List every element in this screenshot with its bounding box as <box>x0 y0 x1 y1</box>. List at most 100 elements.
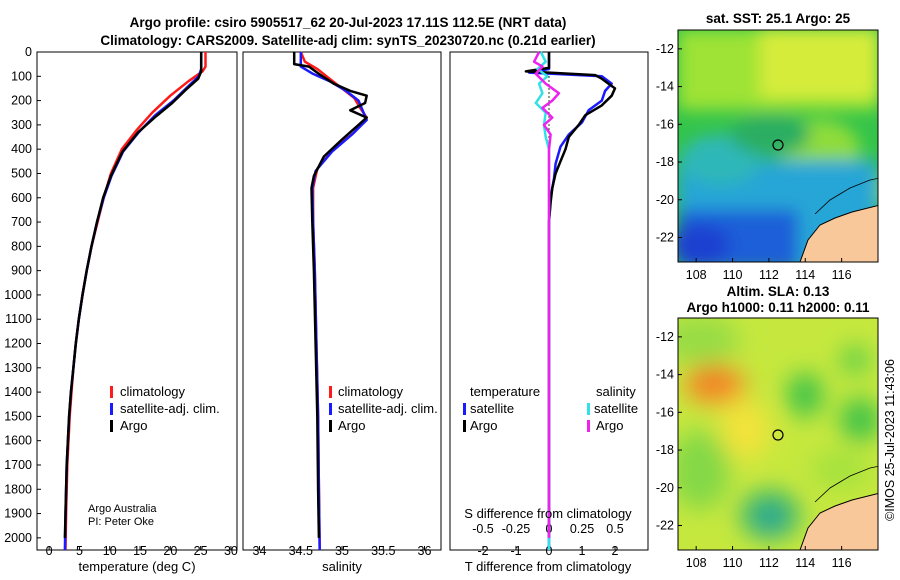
legend-swatch-s-satellite <box>587 403 590 415</box>
depth-tick-label: 1200 <box>4 337 32 351</box>
legend-label-climatology: climatology <box>338 384 404 399</box>
depth-tick-label: 1300 <box>4 361 32 375</box>
depth-tick-label: 1700 <box>4 458 32 472</box>
depth-tick-label: 1400 <box>4 385 32 399</box>
annotation-argo-australia: Argo Australia <box>88 503 157 515</box>
legend-swatch-t-argo <box>463 420 466 432</box>
legend-label-satellite: satellite-adj. clim. <box>338 401 438 416</box>
legend-label-t-argo: Argo <box>470 418 497 433</box>
sst-land-mass <box>800 205 878 262</box>
map-y-tick-label: -12 <box>656 330 674 344</box>
sst-map-axes: 108 110 112 114 116 -12 -14 -16 -18 -20 -22 <box>656 42 852 282</box>
depth-tick-label: 400 <box>11 142 32 156</box>
temperature-axes-frame <box>36 51 238 551</box>
depth-axis: 0 100 200 300 400 500 600 700 800 900 1000 1100 1200… <box>4 45 41 545</box>
difference-panel: -2 -1 0 1 2-0.5 -0.25 0 0.25 0.5 T difference fr… <box>449 51 649 574</box>
salinity-xlabel: salinity <box>322 559 362 574</box>
temperature-x-tick-label: 25 <box>194 544 208 558</box>
legend-label-argo: Argo <box>338 418 365 433</box>
difference-x-tick-label: 2 <box>612 544 619 558</box>
imos-credit: ©IMOS 25-Jul-2023 11:43:06 <box>883 359 897 521</box>
map-y-tick-label: -16 <box>656 405 674 419</box>
temperature-satellite-adj-clim--line <box>63 52 203 551</box>
temperature-panel: 0100200300400500600700800900100011001200… <box>4 45 238 574</box>
sla-map-frame <box>677 317 879 551</box>
map-x-tick-label: 114 <box>795 556 815 570</box>
salinity-x-tick-label: 35 <box>335 544 349 558</box>
temperature-climatology-line <box>64 52 207 551</box>
sst-map-title: sat. SST: 25.1 Argo: 25 <box>706 11 851 26</box>
temperature-xlabel: temperature (deg C) <box>78 559 195 574</box>
temperature-legend: climatology satellite-adj. clim. Argo <box>110 384 220 433</box>
difference-x-tick-label: 0 <box>546 544 553 558</box>
map-y-tick-label: -20 <box>656 481 674 495</box>
depth-tick-label: 1800 <box>4 482 32 496</box>
depth-tick-label: 600 <box>11 191 32 205</box>
difference-x-axis: -2 -1 0 1 2-0.5 -0.25 0 0.25 0.5 <box>472 522 624 558</box>
figure-title-line2: Climatology: CARS2009. Satellite-adj cli… <box>100 33 595 48</box>
map-x-tick-label: 108 <box>686 556 707 570</box>
temperature-x-tick-label: 15 <box>133 544 147 558</box>
depth-tick-label: 2000 <box>4 531 32 545</box>
s-difference-tick-label: -0.5 <box>472 522 494 536</box>
depth-tick-label: 1100 <box>5 312 32 326</box>
temperature-argo-line <box>63 52 203 538</box>
legend-label-s-argo: Argo <box>596 418 623 433</box>
salinity-x-tick-label: 34.5 <box>289 544 313 558</box>
annotation-pi: PI: Peter Oke <box>88 516 154 528</box>
temperature-x-tick-label: 20 <box>163 544 177 558</box>
legend-swatch-satellite <box>329 403 332 415</box>
depth-tick-label: 0 <box>25 45 32 59</box>
depth-tick-label: 500 <box>11 166 32 180</box>
legend-swatch-argo <box>329 420 332 432</box>
sla-map-axes: 108 110 112 114 116 -12 -14 -16 -18 -20 -22 <box>656 330 852 570</box>
legend-label-t-satellite: satellite <box>470 401 514 416</box>
figure-title-line1: Argo profile: csiro 5905517_62 20-Jul-20… <box>130 15 567 30</box>
sla-map-title-line2: Argo h1000: 0.11 h2000: 0.11 <box>686 300 870 315</box>
map-y-tick-label: -20 <box>656 193 674 207</box>
depth-tick-label: 1600 <box>4 434 32 448</box>
legend-label-s-satellite: satellite <box>594 401 638 416</box>
legend-label-argo: Argo <box>120 418 147 433</box>
sla-map-title-line1: Altim. SLA: 0.13 <box>727 284 830 299</box>
salinity-panel: 34 34.5 35 35.5 36 salinity climatology sate… <box>242 51 442 574</box>
map-y-tick-label: -12 <box>656 42 674 56</box>
depth-tick-label: 800 <box>11 239 32 253</box>
temperature-x-tick-label: 10 <box>103 544 117 558</box>
difference-x-tick-label: -2 <box>477 544 488 558</box>
depth-tick-label: 1900 <box>4 507 32 521</box>
difference-salinity-argo-line <box>532 51 561 538</box>
t-difference-xlabel: T difference from climatology <box>465 559 632 574</box>
difference-profiles <box>524 51 617 550</box>
map-y-tick-label: -14 <box>656 368 674 382</box>
difference-legend: temperature salinity satellite Argo sate… <box>463 384 638 433</box>
sst-map: sat. SST: 25.1 Argo: 25 108 110 112 114 116 -… <box>656 11 879 282</box>
salinity-axes-frame <box>242 51 442 551</box>
temperature-x-tick-label: 30 <box>224 544 238 558</box>
difference-salinity-satellite-line <box>534 51 551 550</box>
salinity-x-axis: 34 34.5 35 35.5 36 <box>253 544 432 558</box>
sla-map: Altim. SLA: 0.13 Argo h1000: 0.11 h2000:… <box>656 284 879 570</box>
sla-argo-location-marker <box>772 429 784 441</box>
map-x-tick-label: 112 <box>759 268 779 282</box>
legend-swatch-satellite <box>110 403 113 415</box>
sst-map-image <box>678 30 878 262</box>
map-x-tick-label: 108 <box>686 268 707 282</box>
difference-temperature-satellite-line <box>527 52 613 550</box>
difference-x-tick-label: -1 <box>510 544 521 558</box>
salinity-x-tick-label: 34 <box>253 544 267 558</box>
sla-map-image <box>678 318 878 550</box>
difference-temperature-argo-line <box>524 52 617 538</box>
legend-swatch-climatology <box>110 386 113 398</box>
map-x-tick-label: 116 <box>832 556 852 570</box>
legend-title-salinity: salinity <box>596 384 636 399</box>
map-x-tick-label: 110 <box>723 268 743 282</box>
legend-label-climatology: climatology <box>120 384 186 399</box>
salinity-x-tick-label: 35.5 <box>371 544 395 558</box>
depth-tick-label: 700 <box>11 215 32 229</box>
legend-title-temperature: temperature <box>470 384 540 399</box>
sla-land-mass <box>800 493 878 550</box>
salinity-profiles <box>292 51 368 551</box>
legend-label-satellite: satellite-adj. clim. <box>120 401 220 416</box>
depth-tick-label: 200 <box>11 94 32 108</box>
